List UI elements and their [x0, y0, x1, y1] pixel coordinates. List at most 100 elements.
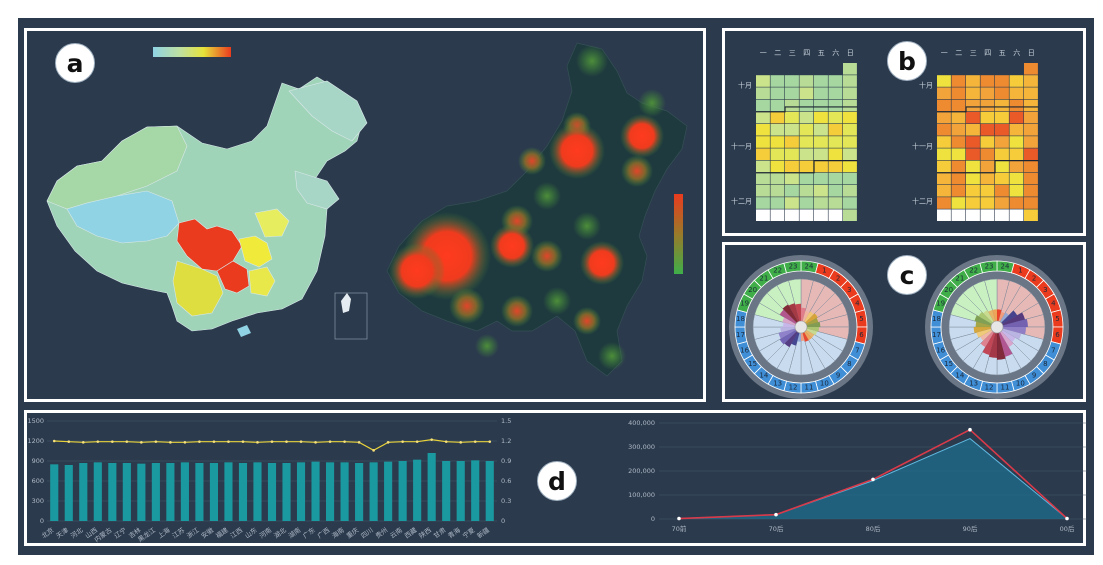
x-tick: 宁夏 — [461, 525, 477, 540]
area-fill — [679, 438, 1067, 519]
bar — [137, 463, 146, 521]
weekday-label: 一 — [760, 49, 767, 57]
bar — [209, 463, 218, 521]
line-point — [430, 438, 433, 441]
calendar-cell — [756, 111, 770, 124]
x-tick: 山东 — [243, 525, 259, 540]
bar — [485, 461, 494, 521]
calendar-cell — [756, 160, 770, 173]
weekday-label: 一 — [941, 49, 948, 57]
calendar-cell — [785, 185, 799, 197]
clock-hour-label: 19 — [936, 300, 945, 308]
clock-petal — [778, 327, 801, 339]
line-point — [488, 440, 492, 443]
y-tick: 0 — [651, 515, 655, 523]
calendar-cell — [843, 111, 857, 124]
line-point — [270, 440, 274, 443]
line-point — [459, 441, 463, 444]
x-tick: 河南 — [257, 525, 273, 540]
calendar-cell — [828, 87, 843, 99]
calendar-cell — [1009, 209, 1024, 221]
clock-hour-label: 13 — [969, 379, 978, 387]
line-point — [314, 441, 317, 444]
x-tick: 江西 — [229, 526, 245, 540]
calendar-cell — [1024, 209, 1038, 221]
calendar-cell — [980, 87, 995, 99]
calendar-cell — [1024, 124, 1038, 136]
clock-hour-label: 4 — [855, 300, 860, 308]
x-tick: 青海 — [446, 525, 462, 540]
calendar-cell — [814, 75, 828, 87]
calendar-cell — [770, 75, 785, 87]
clock-petal — [997, 327, 1006, 360]
calendar-cell — [980, 197, 995, 209]
calendar-cell — [814, 209, 828, 221]
calendar-cell — [756, 87, 770, 99]
calendar-cell — [799, 136, 814, 148]
heatmap-map — [386, 42, 688, 377]
calendar-cell — [770, 124, 785, 136]
clock-hour-label: 6 — [1055, 331, 1060, 339]
line-point — [183, 441, 187, 444]
calendar-heatmaps: 一二三四五六日一二三四五六日十月 十月十一月 十一月十二月 十二月 — [731, 48, 1039, 221]
weekday-label: 三 — [789, 49, 796, 57]
clock-petal — [997, 327, 1013, 357]
calendar-cell — [1009, 172, 1024, 185]
calendar-cell — [951, 75, 966, 87]
calendar-cell — [828, 209, 843, 221]
china-choropleth-map — [46, 76, 368, 340]
calendar-cell — [828, 172, 843, 185]
calendar-cell — [966, 124, 980, 136]
bar — [442, 461, 451, 521]
calendar-cell — [828, 111, 843, 124]
x-tick: 浙江 — [185, 525, 201, 540]
calendar-cell — [966, 209, 980, 221]
clock-hour-label: 20 — [748, 286, 757, 294]
month-label: 十二月 — [912, 196, 933, 205]
calendar-cell — [770, 197, 785, 209]
calendar-cell — [1009, 197, 1024, 209]
clock-hour-label: 10 — [820, 379, 829, 387]
calendar-cell — [799, 197, 814, 209]
calendar-cell — [951, 172, 966, 185]
clock-hour-label: 8 — [847, 360, 851, 368]
clock-hour-label: 24 — [1001, 263, 1010, 271]
line-point — [357, 441, 361, 444]
weekday-label: 五 — [999, 49, 1006, 57]
clock-petal — [989, 327, 997, 358]
calendar-cell — [966, 160, 980, 173]
clock-petal — [997, 327, 1026, 335]
calendar-cell — [756, 197, 770, 209]
calendar-cell — [951, 148, 966, 160]
weekday-label: 六 — [832, 48, 839, 57]
calendar-cell — [966, 99, 980, 112]
calendar-cell — [799, 160, 814, 173]
calendar-cell — [995, 124, 1009, 136]
calendar-cell — [785, 111, 799, 124]
calendar-cell — [1009, 99, 1024, 112]
calendar-cell — [828, 136, 843, 148]
clock-petal — [997, 327, 1022, 340]
bar — [355, 463, 364, 521]
calendar-cell — [814, 172, 828, 185]
panel-c-clocks: 24 1 2 3 4 5 6 7 8 9 10 11 12 13 14 15 16 17 18 19 20 21 22 23 2… — [722, 242, 1086, 402]
calendar-cell — [814, 87, 828, 99]
calendar-cell — [814, 160, 828, 173]
line-point — [227, 440, 230, 443]
weekday-label: 日 — [847, 49, 854, 57]
calendar-cell — [770, 111, 785, 124]
calendar-cell — [799, 172, 814, 185]
calendar-cell — [966, 136, 980, 148]
y-tick-right: 0.3 — [501, 497, 511, 505]
line-point — [285, 440, 288, 443]
month-label: 十一月 — [731, 141, 752, 150]
clock-hour-label: 23 — [985, 263, 994, 271]
x-tick: 贵州 — [373, 525, 389, 540]
calendar-cell — [843, 160, 857, 173]
x-tick: 辽宁 — [112, 525, 128, 540]
calendar-cell — [966, 148, 980, 160]
calendar-cell — [1009, 124, 1024, 136]
x-tick: 80后 — [866, 524, 881, 533]
clock-hour-label: 7 — [855, 346, 859, 354]
calendar-cell — [1024, 99, 1038, 112]
